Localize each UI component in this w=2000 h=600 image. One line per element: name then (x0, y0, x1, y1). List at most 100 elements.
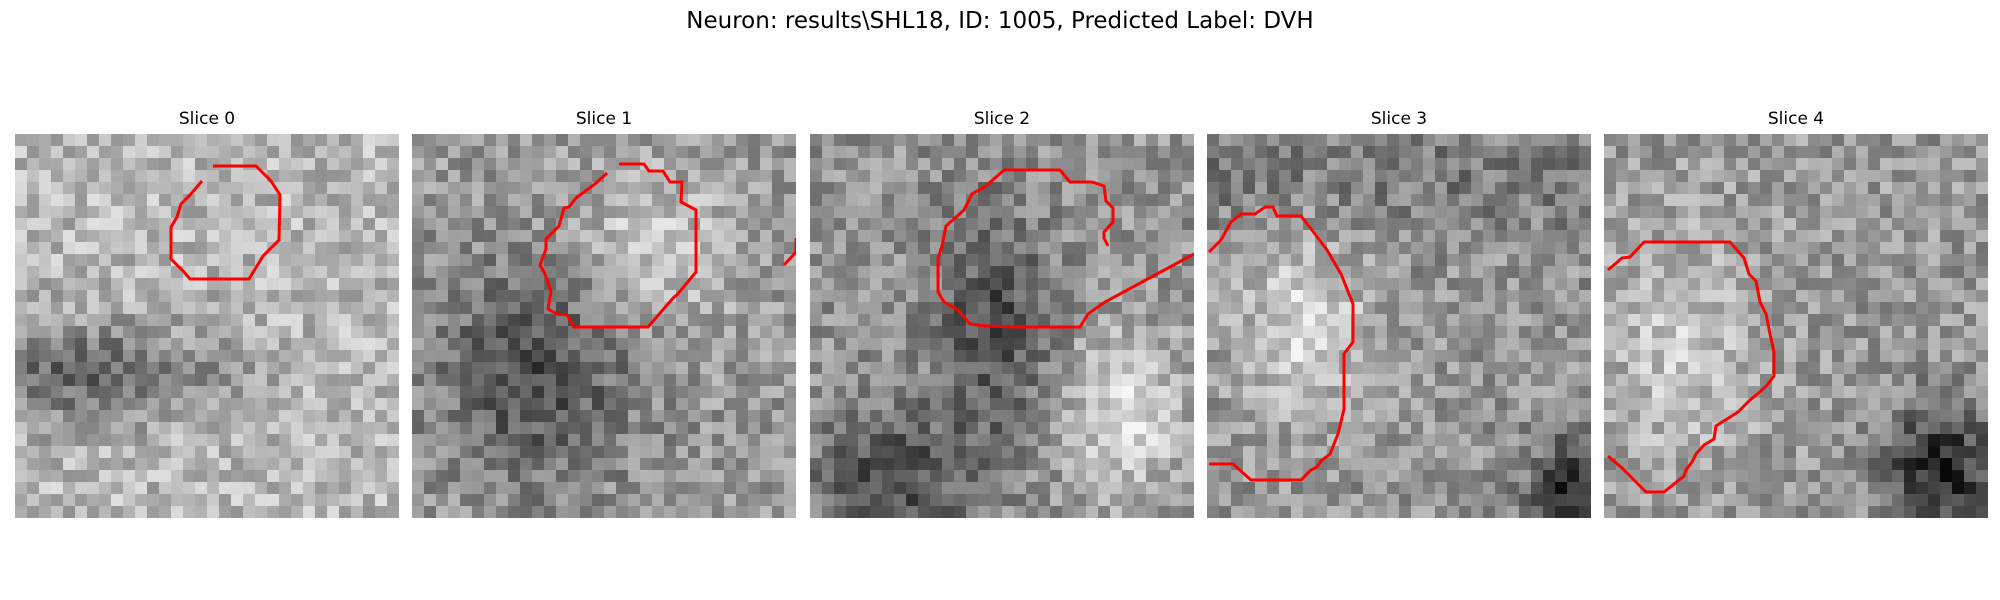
pixel (580, 254, 593, 267)
pixel (1435, 446, 1448, 459)
pixel (1916, 230, 1929, 243)
pixel (1158, 458, 1171, 471)
pixel (882, 278, 895, 291)
pixel (1507, 158, 1520, 171)
pixel (1976, 146, 1988, 159)
pixel (918, 218, 931, 231)
pixel (1940, 278, 1953, 291)
pixel (1784, 350, 1797, 363)
pixel (1339, 446, 1352, 459)
pixel (712, 254, 725, 267)
pixel (255, 134, 268, 147)
pixel (1255, 230, 1268, 243)
pixel (327, 302, 340, 315)
pixel (496, 206, 509, 219)
pixel (1026, 242, 1039, 255)
pixel (784, 278, 796, 291)
pixel-grid (15, 134, 399, 518)
pixel (628, 218, 641, 231)
pixel (1676, 386, 1689, 399)
pixel (436, 362, 449, 375)
pixel (1062, 374, 1075, 387)
pixel (1964, 290, 1977, 303)
pixel (1844, 158, 1857, 171)
pixel (918, 206, 931, 219)
pixel (1435, 182, 1448, 195)
pixel (27, 362, 40, 375)
pixel (147, 386, 160, 399)
pixel (375, 470, 388, 483)
pixel (1652, 362, 1665, 375)
pixel (870, 206, 883, 219)
pixel (1435, 206, 1448, 219)
pixel (1291, 182, 1304, 195)
pixel (1014, 338, 1027, 351)
pixel (1219, 362, 1232, 375)
pixel (1219, 314, 1232, 327)
pixel (375, 170, 388, 183)
pixel (628, 470, 641, 483)
pixel (1038, 146, 1051, 159)
pixel (978, 302, 991, 315)
pixel (822, 230, 835, 243)
pixel (1110, 254, 1123, 267)
pixel (1231, 338, 1244, 351)
pixel (882, 434, 895, 447)
pixel (1158, 338, 1171, 351)
pixel (1904, 446, 1917, 459)
pixel (1844, 170, 1857, 183)
pixel (15, 482, 28, 495)
pixel (556, 386, 569, 399)
pixel (1122, 506, 1135, 518)
pixel (1760, 254, 1773, 267)
pixel (195, 374, 208, 387)
pixel (990, 146, 1003, 159)
pixel (508, 338, 521, 351)
pixel (990, 362, 1003, 375)
pixel (1796, 182, 1809, 195)
pixel (1928, 278, 1941, 291)
pixel (460, 398, 473, 411)
pixel (1531, 170, 1544, 183)
pixel (700, 134, 713, 147)
pixel (1363, 206, 1376, 219)
pixel (231, 242, 244, 255)
pixel (1351, 206, 1364, 219)
pixel (1676, 230, 1689, 243)
pixel (1531, 206, 1544, 219)
pixel (1676, 422, 1689, 435)
pixel (1952, 314, 1965, 327)
pixel (1038, 410, 1051, 423)
pixel (748, 506, 761, 518)
pixel (327, 422, 340, 435)
pixel (1002, 350, 1015, 363)
pixel (219, 206, 232, 219)
pixel (1134, 266, 1147, 279)
pixel (1507, 242, 1520, 255)
pixel (1122, 326, 1135, 339)
pixel (1315, 410, 1328, 423)
pixel (1339, 254, 1352, 267)
pixel (1146, 494, 1159, 507)
pixel (1664, 170, 1677, 183)
pixel (159, 362, 172, 375)
pixel (1676, 134, 1689, 147)
pixel (712, 410, 725, 423)
pixel (387, 290, 399, 303)
pixel (544, 482, 557, 495)
pixel (604, 134, 617, 147)
pixel (1134, 470, 1147, 483)
pixel (1315, 290, 1328, 303)
pixel (918, 158, 931, 171)
pixel (99, 254, 112, 267)
pixel (1014, 230, 1027, 243)
pixel (1158, 482, 1171, 495)
pixel (1110, 230, 1123, 243)
pixel (15, 194, 28, 207)
pixel (942, 458, 955, 471)
pixel (1291, 302, 1304, 315)
pixel (1219, 446, 1232, 459)
pixel (544, 470, 557, 483)
pixel (520, 434, 533, 447)
pixel (604, 230, 617, 243)
